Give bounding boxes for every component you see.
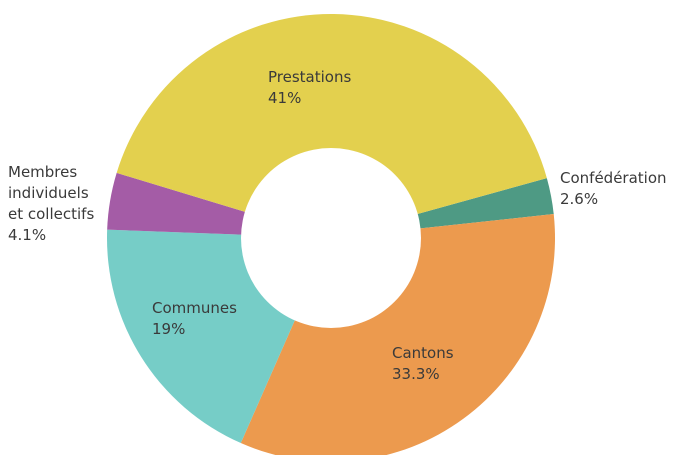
slice-value-label: 2.6% [560, 190, 598, 208]
slice-name-label: Confédération [560, 169, 667, 187]
slice-name-label: et collectifs [8, 205, 94, 223]
slices-group [107, 14, 555, 455]
slice-name-label: Prestations [268, 68, 351, 86]
slice-value-label: 19% [152, 320, 185, 338]
slice-value-label: 33.3% [392, 365, 440, 383]
slice-value-label: 41% [268, 89, 301, 107]
donut-hole [241, 148, 421, 328]
label-communes: Communes 19% [152, 299, 237, 338]
slice-name-label: individuels [8, 184, 89, 202]
slice-name-label: Membres [8, 163, 77, 181]
label-conf-d-ration: Confédération 2.6% [560, 169, 667, 208]
label-membres-individuels-et-collectifs: Membres individuels et collectifs 4.1% [8, 163, 94, 244]
label-cantons: Cantons 33.3% [392, 344, 454, 383]
label-prestations: Prestations 41% [268, 68, 351, 107]
slice-prestations [116, 14, 547, 239]
slice-name-label: Cantons [392, 344, 454, 362]
slice-name-label: Communes [152, 299, 237, 317]
slice-value-label: 4.1% [8, 226, 46, 244]
labels-group: Confédération 2.6% Cantons 33.3% Communes 19%… [8, 68, 667, 383]
